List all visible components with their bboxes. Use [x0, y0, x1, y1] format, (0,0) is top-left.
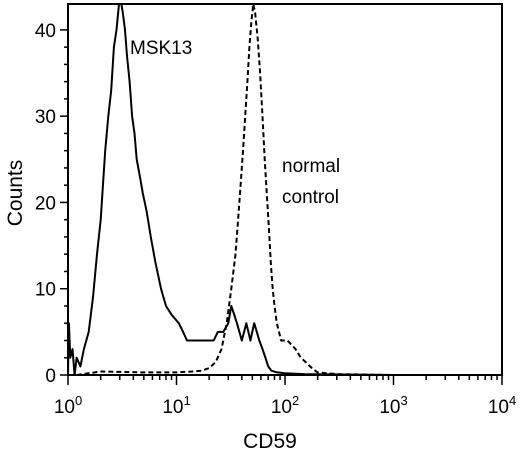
y-tick-label: 20 — [35, 193, 56, 214]
annotation-control: control — [282, 187, 339, 208]
annotation-msk13: MSK13 — [130, 38, 192, 59]
x-axis-title: CD59 — [243, 430, 297, 453]
y-tick-label: 10 — [35, 280, 56, 301]
y-axis-title: Counts — [4, 160, 27, 227]
x-tick-label: 103 — [379, 393, 407, 418]
y-ticks: 0 10 20 30 40 — [35, 21, 68, 387]
x-tick-label: 102 — [271, 393, 299, 418]
x-tick-label: 101 — [162, 393, 190, 418]
series-line-solid — [67, 3, 502, 376]
annotation-normal: normal — [282, 156, 340, 177]
x-tick-label: 104 — [488, 393, 516, 418]
series-group — [67, 3, 502, 376]
x-ticks: 100 101 102 103 104 — [54, 375, 516, 418]
x-tick-label: 100 — [54, 393, 82, 418]
y-tick-label: 40 — [35, 21, 56, 42]
y-tick-label: 30 — [35, 107, 56, 128]
y-tick-label: 0 — [45, 366, 56, 387]
series-line-dashed — [76, 3, 502, 376]
